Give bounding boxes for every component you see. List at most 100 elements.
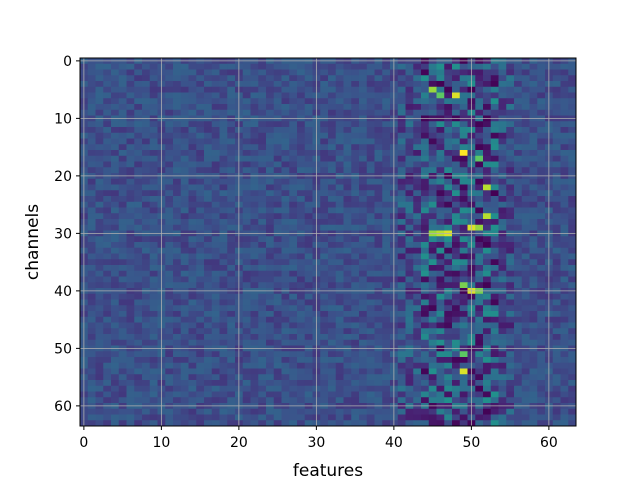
heatmap-cell xyxy=(483,380,492,387)
heatmap-cell xyxy=(413,144,422,151)
heatmap-cell xyxy=(165,357,174,364)
heatmap-cell xyxy=(483,276,492,283)
heatmap-cell xyxy=(514,86,523,93)
heatmap-cell xyxy=(343,196,352,203)
heatmap-cell xyxy=(204,127,213,134)
heatmap-cell xyxy=(382,391,391,398)
heatmap-cell xyxy=(87,270,96,277)
heatmap-cell xyxy=(366,270,375,277)
heatmap-cell xyxy=(304,161,313,168)
heatmap-cell xyxy=(250,247,259,254)
heatmap-cell xyxy=(483,311,492,318)
heatmap-cell xyxy=(521,144,530,151)
heatmap-cell xyxy=(118,155,127,162)
heatmap-cell xyxy=(436,242,445,249)
heatmap-cell xyxy=(405,75,414,82)
heatmap-cell xyxy=(250,259,259,266)
heatmap-cell xyxy=(335,299,344,306)
heatmap-cell xyxy=(118,104,127,111)
heatmap-cell xyxy=(374,339,383,346)
heatmap-cell xyxy=(273,132,282,139)
heatmap-cell xyxy=(289,276,298,283)
heatmap-cell xyxy=(397,201,406,208)
heatmap-cell xyxy=(219,150,228,157)
heatmap-cell xyxy=(405,397,414,404)
heatmap-cell xyxy=(320,368,329,375)
heatmap-cell xyxy=(335,420,344,427)
heatmap-cell xyxy=(266,155,275,162)
heatmap-cell xyxy=(490,86,499,93)
heatmap-cell xyxy=(452,242,461,249)
heatmap-cell xyxy=(452,259,461,266)
heatmap-cell xyxy=(459,414,468,421)
heatmap-cell xyxy=(289,305,298,312)
heatmap-cell xyxy=(374,121,383,128)
heatmap-cell xyxy=(180,408,189,415)
heatmap-cell xyxy=(552,98,561,105)
heatmap-cell xyxy=(87,247,96,254)
heatmap-cell xyxy=(196,184,205,191)
heatmap-cell xyxy=(452,368,461,375)
heatmap-cell xyxy=(498,420,507,427)
heatmap-cell xyxy=(436,236,445,243)
heatmap-cell xyxy=(266,184,275,191)
heatmap-cell xyxy=(374,276,383,283)
heatmap-cell xyxy=(196,75,205,82)
y-tick-label: 30 xyxy=(54,226,72,242)
heatmap-cell xyxy=(428,368,437,375)
heatmap-cell xyxy=(413,253,422,260)
heatmap-cell xyxy=(95,150,104,157)
heatmap-cell xyxy=(374,420,383,427)
heatmap-cell xyxy=(273,362,282,369)
heatmap-cell xyxy=(537,420,546,427)
heatmap-cell xyxy=(165,299,174,306)
heatmap-cell xyxy=(413,368,422,375)
heatmap-cell xyxy=(421,391,430,398)
heatmap-cell xyxy=(219,322,228,329)
heatmap-cell xyxy=(188,247,197,254)
heatmap-cell xyxy=(266,81,275,88)
heatmap-cell xyxy=(405,253,414,260)
heatmap-cell xyxy=(142,86,151,93)
heatmap-cell xyxy=(436,397,445,404)
heatmap-cell xyxy=(204,144,213,151)
heatmap-cell xyxy=(374,305,383,312)
heatmap-cell xyxy=(459,334,468,341)
heatmap-cell xyxy=(95,276,104,283)
heatmap-cell xyxy=(281,368,290,375)
heatmap-cell xyxy=(343,322,352,329)
heatmap-cell xyxy=(227,219,236,226)
heatmap-cell xyxy=(118,408,127,415)
heatmap-cell xyxy=(351,414,360,421)
heatmap-cell xyxy=(359,414,368,421)
heatmap-cell xyxy=(359,196,368,203)
heatmap-cell xyxy=(219,380,228,387)
heatmap-cell xyxy=(498,69,507,76)
heatmap-cell xyxy=(227,190,236,197)
heatmap-cell xyxy=(281,322,290,329)
heatmap-cell xyxy=(188,311,197,318)
heatmap-cell xyxy=(258,75,267,82)
heatmap-cell xyxy=(560,265,569,272)
heatmap-cell xyxy=(490,334,499,341)
heatmap-cell xyxy=(529,242,538,249)
heatmap-cell xyxy=(459,213,468,220)
heatmap-cell xyxy=(436,86,445,93)
heatmap-cell xyxy=(266,213,275,220)
heatmap-cell xyxy=(87,253,96,260)
heatmap-cell xyxy=(320,385,329,392)
heatmap-cell xyxy=(227,63,236,70)
heatmap-cell xyxy=(483,144,492,151)
heatmap-cell xyxy=(173,81,182,88)
heatmap-cell xyxy=(134,242,143,249)
heatmap-cell xyxy=(490,276,499,283)
heatmap-cell xyxy=(227,328,236,335)
heatmap-cell xyxy=(459,247,468,254)
heatmap-cell xyxy=(320,242,329,249)
heatmap-cell xyxy=(142,178,151,185)
plot-frame xyxy=(79,57,577,427)
heatmap-cell xyxy=(304,391,313,398)
heatmap-cell xyxy=(204,98,213,105)
heatmap-cell xyxy=(428,242,437,249)
heatmap-cell xyxy=(514,259,523,266)
